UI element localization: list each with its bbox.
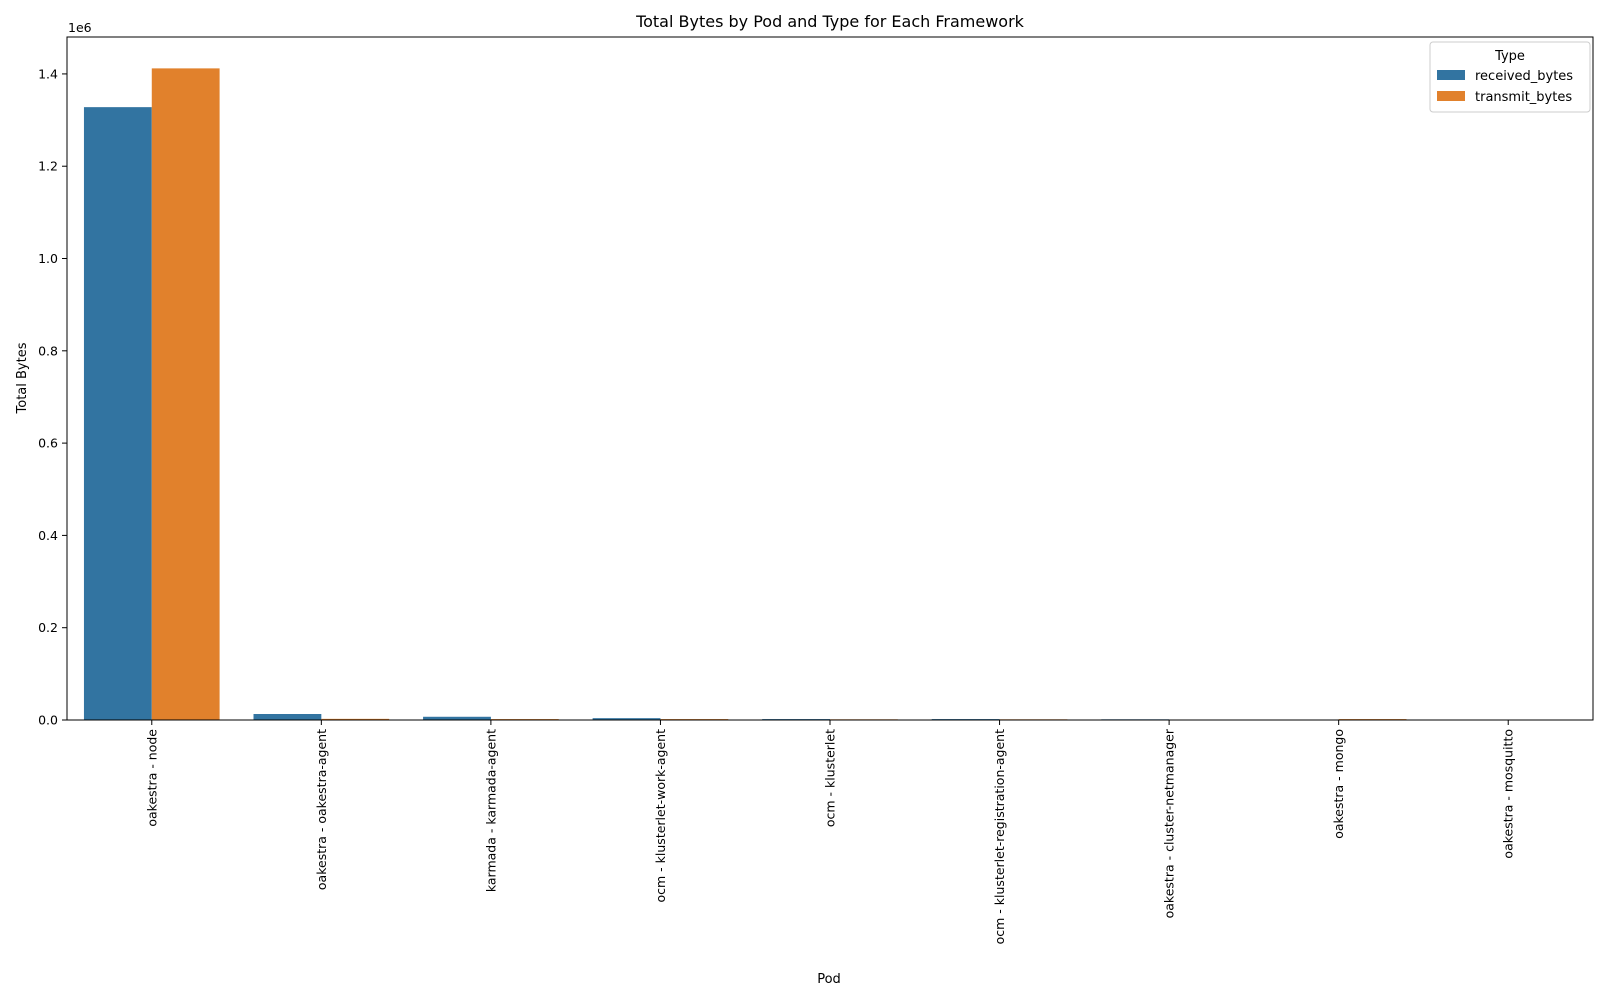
- y-tick-label: 0.6: [38, 436, 58, 451]
- x-tick-label: oakestra - mongo: [1331, 729, 1346, 839]
- y-tick-label: 1.4: [38, 66, 58, 81]
- bar-received_bytes-0: [84, 107, 152, 720]
- bar-received_bytes-1: [254, 714, 322, 720]
- x-tick-label: oakestra - node: [144, 729, 159, 827]
- x-axis-label: Pod: [817, 972, 841, 987]
- y-tick-label: 1.0: [38, 251, 58, 266]
- legend: Type received_bytes transmit_bytes: [1430, 42, 1590, 112]
- bar-transmit_bytes-0: [152, 68, 220, 720]
- x-tick-label: oakestra - cluster-netmanager: [1162, 728, 1177, 918]
- y-tick-label: 0.2: [38, 620, 58, 635]
- y-axis-label: Total Bytes: [15, 342, 30, 414]
- legend-title: Type: [1494, 49, 1525, 64]
- y-axis-offset-label: 1e6: [68, 20, 92, 35]
- legend-swatch-transmit_bytes: [1437, 91, 1465, 101]
- x-tick-label: ocm - klusterlet: [823, 729, 838, 827]
- x-tick-label: ocm - klusterlet-work-agent: [653, 729, 668, 903]
- legend-label-transmit_bytes: transmit_bytes: [1475, 90, 1572, 105]
- y-tick-label: 0.0: [38, 713, 58, 728]
- legend-swatch-received_bytes: [1437, 70, 1465, 80]
- y-tick-label: 0.4: [38, 528, 58, 543]
- x-tick-label: oakestra - mosquitto: [1501, 729, 1516, 859]
- x-tick-label: ocm - klusterlet-registration-agent: [992, 729, 1007, 944]
- x-tick-label: oakestra - oakestra-agent: [314, 729, 329, 890]
- y-tick-label: 1.2: [38, 159, 58, 174]
- plot-frame: [67, 37, 1593, 720]
- x-tick-label: karmada - karmada-agent: [483, 729, 498, 892]
- chart-title: Total Bytes by Pod and Type for Each Fra…: [635, 12, 1025, 31]
- legend-label-received_bytes: received_bytes: [1475, 69, 1573, 84]
- y-tick-label: 0.8: [38, 343, 58, 358]
